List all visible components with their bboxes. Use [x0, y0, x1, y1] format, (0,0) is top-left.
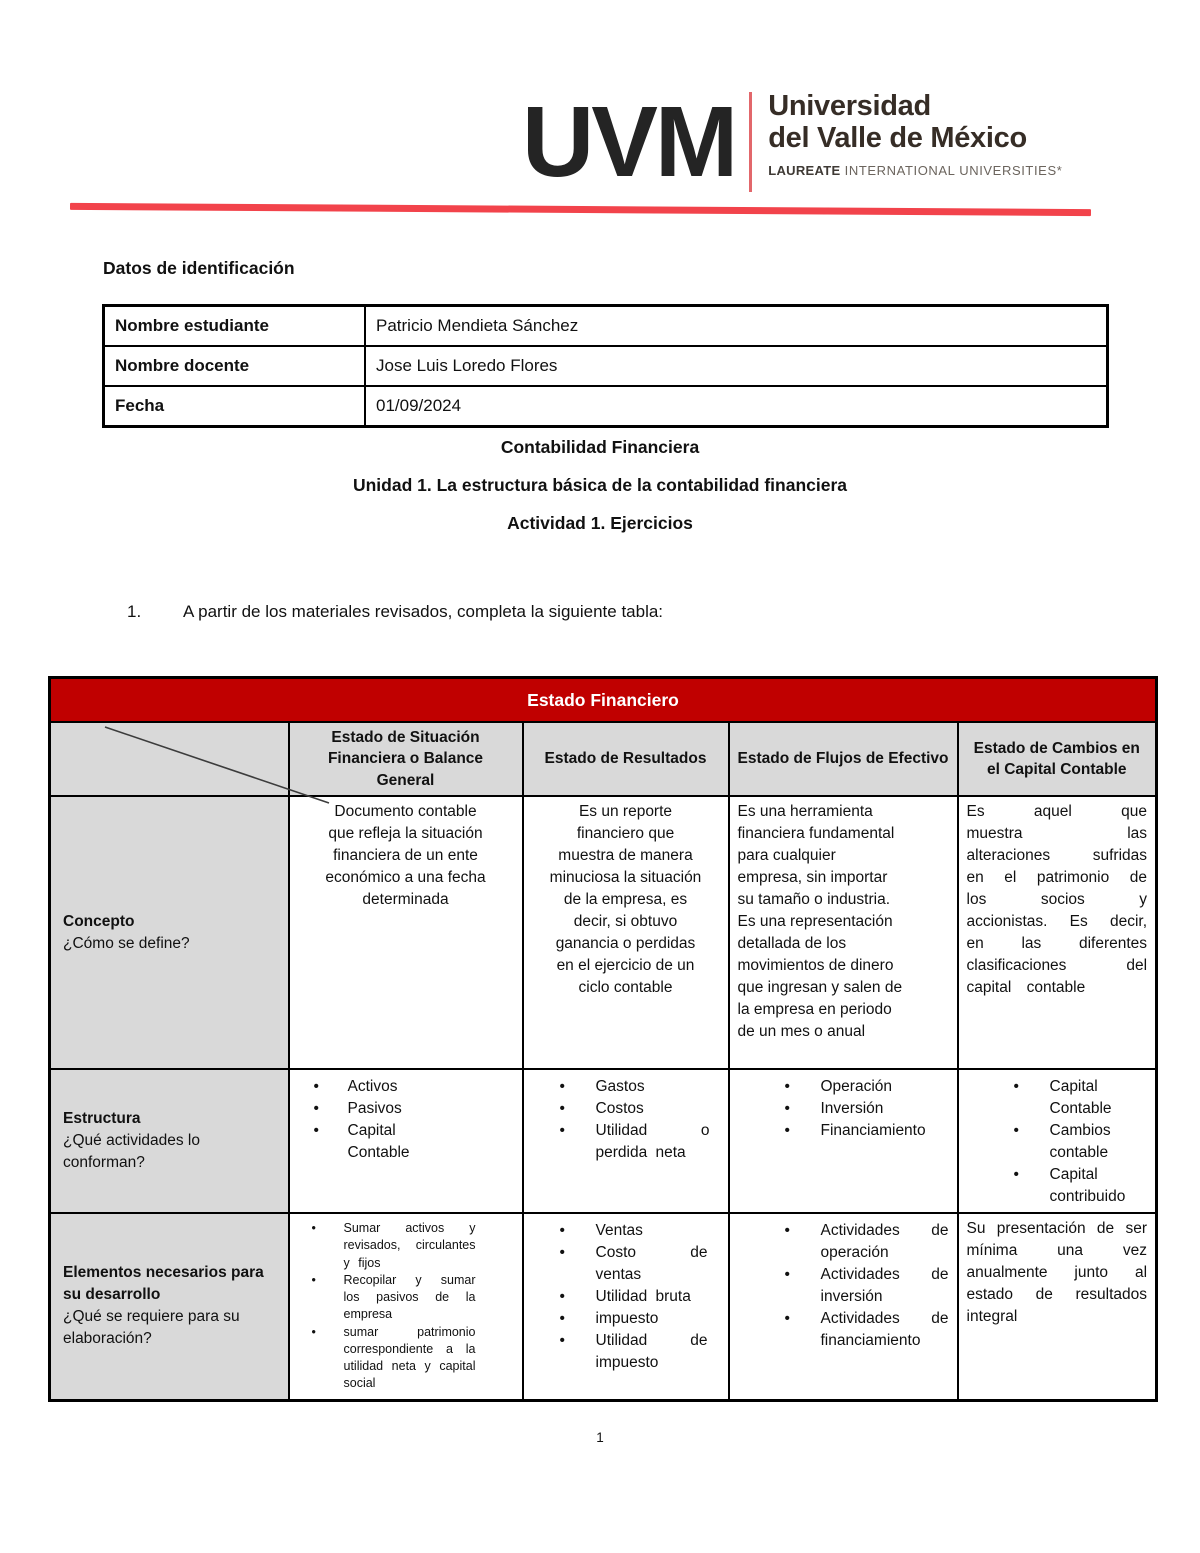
table-cell: Documento contable que refleja la situac… — [287, 795, 524, 1071]
bullet-item: Activos — [298, 1076, 448, 1098]
bullet-item: Inversión — [738, 1098, 949, 1120]
table-row: Concepto ¿Cómo se define? Documento contab… — [48, 795, 1158, 1071]
id-row-label: Nombre docente — [102, 345, 366, 387]
identification-table: Nombre estudiante Patricio Mendieta Sánch… — [102, 304, 1109, 428]
logo-divider — [749, 92, 753, 192]
financial-statements-table: Estado Financiero Estado de Situación Fin… — [48, 676, 1159, 1402]
laureate-word: LAUREATE — [768, 163, 841, 178]
column-header-2: Estado de Resultados — [521, 720, 730, 798]
row-question: ¿Qué se requiere para su elaboración? — [63, 1308, 240, 1348]
bullet-list: Actividades de operaciónActividades de i… — [738, 1220, 949, 1352]
table-row: Estructura ¿Qué actividades lo conforman?… — [48, 1068, 1158, 1215]
red-divider-line — [69, 202, 1092, 217]
university-name-line2: del Valle de México — [768, 122, 1027, 154]
column-header-4: Estado de Cambios en el Capital Contable — [956, 720, 1158, 798]
activity-title: Actividad 1. Ejercicios — [507, 513, 693, 533]
instruction-number: 1. — [127, 602, 142, 621]
table-cell: VentasCosto de ventasUtilidad brutaimpue… — [521, 1212, 730, 1402]
row-label-cell: Concepto ¿Cómo se define? — [48, 795, 290, 1071]
university-name-line1: Universidad — [768, 90, 931, 122]
bullet-item: Actividades de financiamiento — [738, 1308, 949, 1352]
id-table-row: Nombre docente Jose Luis Loredo Flores — [102, 345, 1109, 387]
bullet-item: Utilidad de impuesto — [532, 1330, 708, 1374]
table-row: Elementos necesarios para su desarrollo ¿… — [48, 1212, 1158, 1402]
bullet-item: impuesto — [532, 1308, 708, 1330]
row-label: Estructura — [63, 1110, 141, 1128]
financial-statements-table-wrap: Estado Financiero Estado de Situación Fin… — [48, 676, 1159, 1402]
cell-text: Su presentación de ser mínima una vez an… — [966, 1220, 1148, 1326]
cell-text: Es aquel que muestra las alteraciones su… — [966, 803, 1148, 997]
bullet-item: Costo de ventas — [532, 1242, 708, 1286]
table-title-row: Estado Financiero — [48, 676, 1158, 723]
row-label-cell: Elementos necesarios para su desarrollo ¿… — [48, 1212, 290, 1402]
row-question: ¿Cómo se define? — [63, 934, 190, 952]
bullet-item: Utilidad bruta — [532, 1286, 708, 1308]
column-header-1: Estado de Situación Financiera o Balance… — [287, 720, 524, 798]
table-header-row: Estado de Situación Financiera o Balance… — [48, 720, 1158, 798]
university-name-block: Universidad del Valle de México LAUREATE… — [768, 90, 1062, 178]
table-cell: Sumar activos y revisados, circulantes y… — [287, 1212, 524, 1402]
table-cell: Capital ContableCambios contableCapital … — [956, 1068, 1158, 1215]
bullet-list: Capital ContableCambios contableCapital … — [967, 1076, 1148, 1208]
table-cell: Es aquel que muestra las alteraciones su… — [956, 795, 1158, 1071]
cell-text: Documento contable que refleja la situac… — [325, 803, 486, 909]
bullet-item: Sumar activos y revisados, circulantes y… — [298, 1220, 476, 1272]
bullet-item: Cambios contable — [967, 1120, 1148, 1164]
document-headings: Contabilidad Financiera Unidad 1. La est… — [0, 437, 1200, 551]
id-table-row: Fecha 01/09/2024 — [102, 385, 1109, 428]
instruction-item: 1. A partir de los materiales revisados, … — [127, 602, 663, 622]
id-row-value: 01/09/2024 — [364, 385, 1109, 428]
bullet-list: ActivosPasivosCapital Contable — [298, 1076, 514, 1164]
course-title: Contabilidad Financiera — [500, 437, 700, 457]
column-header-3: Estado de Flujos de Efectivo — [727, 720, 959, 798]
bullet-item: Capital Contable — [298, 1120, 448, 1164]
id-table-row: Nombre estudiante Patricio Mendieta Sánch… — [102, 304, 1109, 347]
page-number: 1 — [596, 1430, 604, 1445]
bullet-item: Ventas — [532, 1220, 708, 1242]
table-cell: Es una herramienta financiera fundamenta… — [727, 795, 959, 1071]
table-cell: OperaciónInversiónFinanciamiento — [727, 1068, 959, 1215]
id-row-label: Nombre estudiante — [102, 304, 366, 347]
row-label: Concepto — [63, 912, 135, 930]
table-cell: ActivosPasivosCapital Contable — [287, 1068, 524, 1215]
laureate-rest: INTERNATIONAL UNIVERSITIES* — [840, 163, 1063, 178]
id-row-value: Patricio Mendieta Sánchez — [364, 304, 1109, 347]
uvm-logo-mark: UVM — [522, 86, 738, 198]
table-cell: Es un reporte financiero que muestra de … — [521, 795, 730, 1071]
bullet-item: Operación — [738, 1076, 949, 1098]
uvm-logo: UVM Universidad del Valle de México LAUR… — [522, 86, 1062, 192]
bullet-item: Capital Contable — [967, 1076, 1148, 1120]
bullet-list: Sumar activos y revisados, circulantes y… — [298, 1220, 514, 1393]
laureate-tagline: LAUREATE INTERNATIONAL UNIVERSITIES* — [768, 163, 1062, 178]
bullet-item: Utilidad o perdida neta — [532, 1120, 710, 1164]
cell-text: Es una herramienta financiera fundamenta… — [737, 803, 903, 1041]
bullet-list: VentasCosto de ventasUtilidad brutaimpue… — [532, 1220, 720, 1374]
bullet-item: Pasivos — [298, 1098, 448, 1120]
bullet-item: Gastos — [532, 1076, 710, 1098]
bullet-list: OperaciónInversiónFinanciamiento — [738, 1076, 949, 1142]
table-cell: Actividades de operaciónActividades de i… — [727, 1212, 959, 1402]
row-label: Elementos necesarios para su desarrollo — [63, 1264, 264, 1304]
id-row-label: Fecha — [102, 385, 366, 428]
table-cell: Su presentación de ser mínima una vez an… — [956, 1212, 1158, 1402]
section-title: Datos de identificación — [103, 258, 295, 278]
bullet-item: Actividades de operación — [738, 1220, 949, 1264]
row-question: ¿Qué actividades lo conforman? — [63, 1132, 200, 1172]
cell-text: Es un reporte financiero que muestra de … — [549, 803, 702, 997]
bullet-item: Actividades de inversión — [738, 1264, 949, 1308]
bullet-item: Recopilar y sumar los pasivos de la empr… — [298, 1272, 476, 1324]
bullet-item: Capital contribuido — [967, 1164, 1148, 1208]
unit-title: Unidad 1. La estructura básica de la con… — [352, 475, 848, 495]
table-cell: GastosCostosUtilidad o perdida neta — [521, 1068, 730, 1215]
instruction-text: A partir de los materiales revisados, co… — [183, 602, 664, 621]
row-label-cell: Estructura ¿Qué actividades lo conforman? — [48, 1068, 290, 1215]
bullet-item: sumar patrimonio correspondiente a la ut… — [298, 1324, 476, 1393]
corner-cell — [48, 720, 290, 798]
bullet-list: GastosCostosUtilidad o perdida neta — [532, 1076, 720, 1164]
bullet-item: Costos — [532, 1098, 710, 1120]
bullet-item: Financiamiento — [738, 1120, 949, 1142]
table-title: Estado Financiero — [48, 676, 1158, 723]
id-row-value: Jose Luis Loredo Flores — [364, 345, 1109, 387]
